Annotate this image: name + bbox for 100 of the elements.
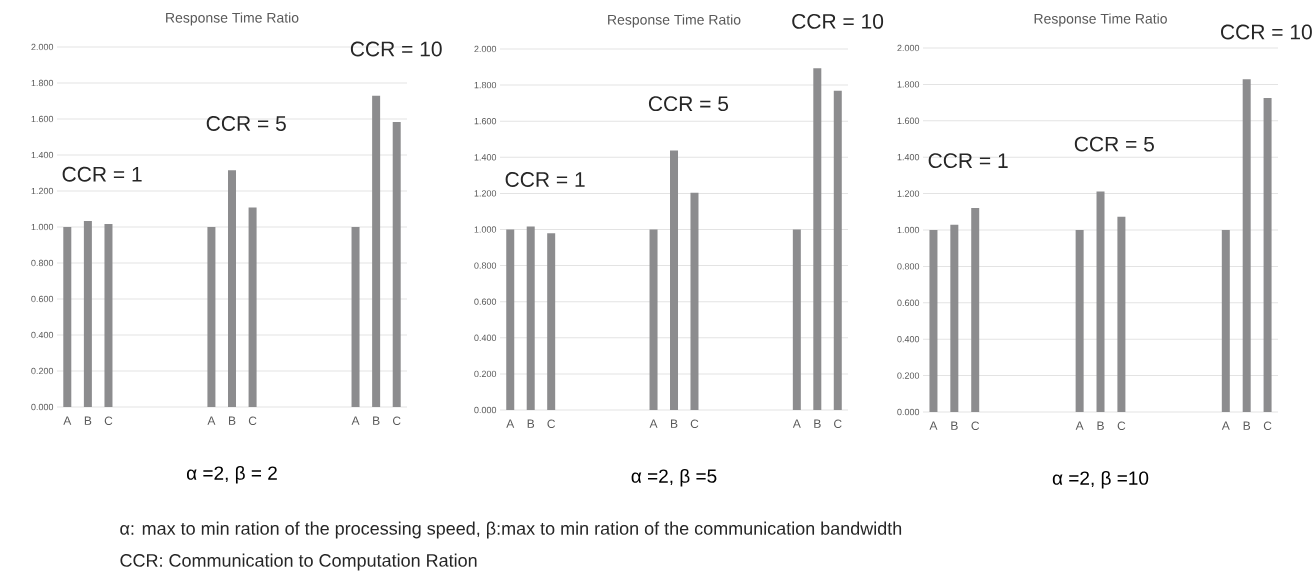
annotation: CCR = 1 (62, 166, 142, 182)
bar (971, 207, 980, 412)
y-tick-label: 0.000 (897, 408, 920, 416)
x-tick-label: A (506, 419, 515, 428)
x-tick-label: C (1263, 421, 1272, 431)
bar (813, 68, 822, 410)
bar (1242, 79, 1251, 412)
x-tick-label: B (814, 419, 821, 428)
bar (207, 227, 216, 407)
bar (1221, 230, 1230, 412)
x-axis-title: α =2, β = 2 (186, 465, 277, 484)
x-tick-label: B (228, 416, 236, 425)
text: α: max to min ration of the processing speed, β:max to min ration of the communication bandwidth (120, 521, 902, 539)
y-tick-label: 1.200 (474, 190, 497, 197)
text: CCR = 10 (792, 13, 884, 29)
y-tick-label: 2.000 (31, 43, 54, 51)
x-tick-label: A (1221, 421, 1230, 430)
y-tick-label: 1.400 (474, 154, 497, 161)
bar (372, 95, 381, 407)
bar (670, 150, 679, 410)
x-tick-label: A (1075, 421, 1084, 430)
bar (526, 226, 535, 410)
bar (1263, 98, 1272, 412)
y-tick-label: 0.000 (474, 406, 497, 414)
y-tick-label: 1.400 (897, 154, 920, 161)
y-tick-label: 0.400 (474, 334, 497, 341)
bar (929, 230, 938, 412)
bar (392, 121, 401, 407)
y-tick-label: 0.000 (31, 403, 54, 411)
text: CCR = 10 (1221, 24, 1312, 40)
x-axis-title: α =2, β =5 (631, 468, 717, 487)
x-tick-label: A (63, 416, 72, 425)
bar (506, 229, 515, 410)
chart-title: Response Time Ratio (166, 12, 299, 26)
y-tick-label: 0.800 (31, 259, 54, 267)
bar (1096, 191, 1105, 412)
y-tick-label: 1.800 (474, 81, 497, 89)
x-axis-title: α =2, β =10 (1052, 470, 1149, 489)
chart-title: Response Time Ratio (608, 14, 741, 28)
annotation: CCR = 5 (648, 96, 729, 112)
y-tick-label: 0.200 (31, 367, 54, 375)
bar (63, 227, 72, 407)
y-tick-label: 0.800 (474, 262, 497, 269)
y-tick-label: 1.800 (897, 81, 920, 88)
x-tick-label: B (1097, 421, 1104, 430)
annotation: CCR = 1 (505, 172, 585, 187)
y-tick-label: 1.400 (31, 151, 54, 159)
bar (792, 229, 801, 410)
y-tick-label: 1.800 (31, 79, 54, 87)
x-tick-label: A (649, 419, 658, 428)
y-tick-label: 1.000 (31, 223, 54, 231)
annotation: CCR = 10 (350, 41, 442, 57)
x-tick-label: B (373, 416, 380, 425)
x-tick-label: C (1117, 421, 1126, 431)
x-tick-label: A (929, 421, 938, 430)
x-tick-label: B (1243, 421, 1251, 430)
text: CCR: Communication to Computation Ration (120, 553, 477, 571)
x-tick-label: A (351, 416, 360, 425)
y-tick-label: 0.400 (897, 336, 920, 343)
y-tick-label: 2.000 (897, 44, 920, 52)
y-tick-label: 1.600 (31, 115, 54, 123)
bar (547, 233, 556, 410)
bar (248, 207, 257, 407)
y-tick-label: 0.800 (897, 263, 920, 270)
bar (833, 90, 842, 410)
x-tick-label: C (971, 421, 980, 431)
annotation: CCR = 5 (1074, 136, 1154, 152)
y-tick-label: 1.200 (31, 187, 54, 195)
annotation: CCR = 5 (206, 116, 286, 131)
y-tick-label: 1.200 (897, 190, 920, 197)
bar (649, 229, 658, 410)
x-tick-label: C (834, 419, 842, 429)
x-tick-label: C (547, 419, 556, 429)
x-tick-label: B (671, 419, 678, 428)
x-tick-label: C (104, 416, 113, 426)
x-tick-label: C (690, 419, 699, 429)
y-tick-label: 1.600 (897, 117, 920, 124)
y-tick-label: 0.600 (897, 299, 920, 306)
x-tick-label: A (792, 419, 801, 428)
bar (690, 192, 699, 410)
y-tick-label: 1.000 (474, 226, 497, 233)
y-tick-label: 1.000 (897, 226, 920, 234)
y-tick-label: 2.000 (474, 45, 497, 53)
y-tick-label: 1.600 (474, 118, 497, 125)
x-tick-label: C (248, 416, 257, 426)
y-tick-label: 0.400 (31, 331, 54, 339)
x-tick-label: C (392, 416, 401, 426)
y-tick-label: 0.600 (474, 298, 497, 305)
x-tick-label: A (207, 416, 216, 425)
y-tick-label: 0.200 (474, 370, 497, 378)
bar (950, 224, 959, 412)
x-tick-label: B (84, 416, 92, 425)
bar (1075, 230, 1084, 412)
y-tick-label: 0.600 (31, 295, 54, 303)
bar (351, 227, 360, 407)
bar (1117, 216, 1126, 412)
x-tick-label: B (951, 421, 958, 430)
chart-title: Response Time Ratio (1034, 13, 1167, 27)
annotation: CCR = 1 (928, 153, 1008, 169)
bar (83, 221, 92, 407)
